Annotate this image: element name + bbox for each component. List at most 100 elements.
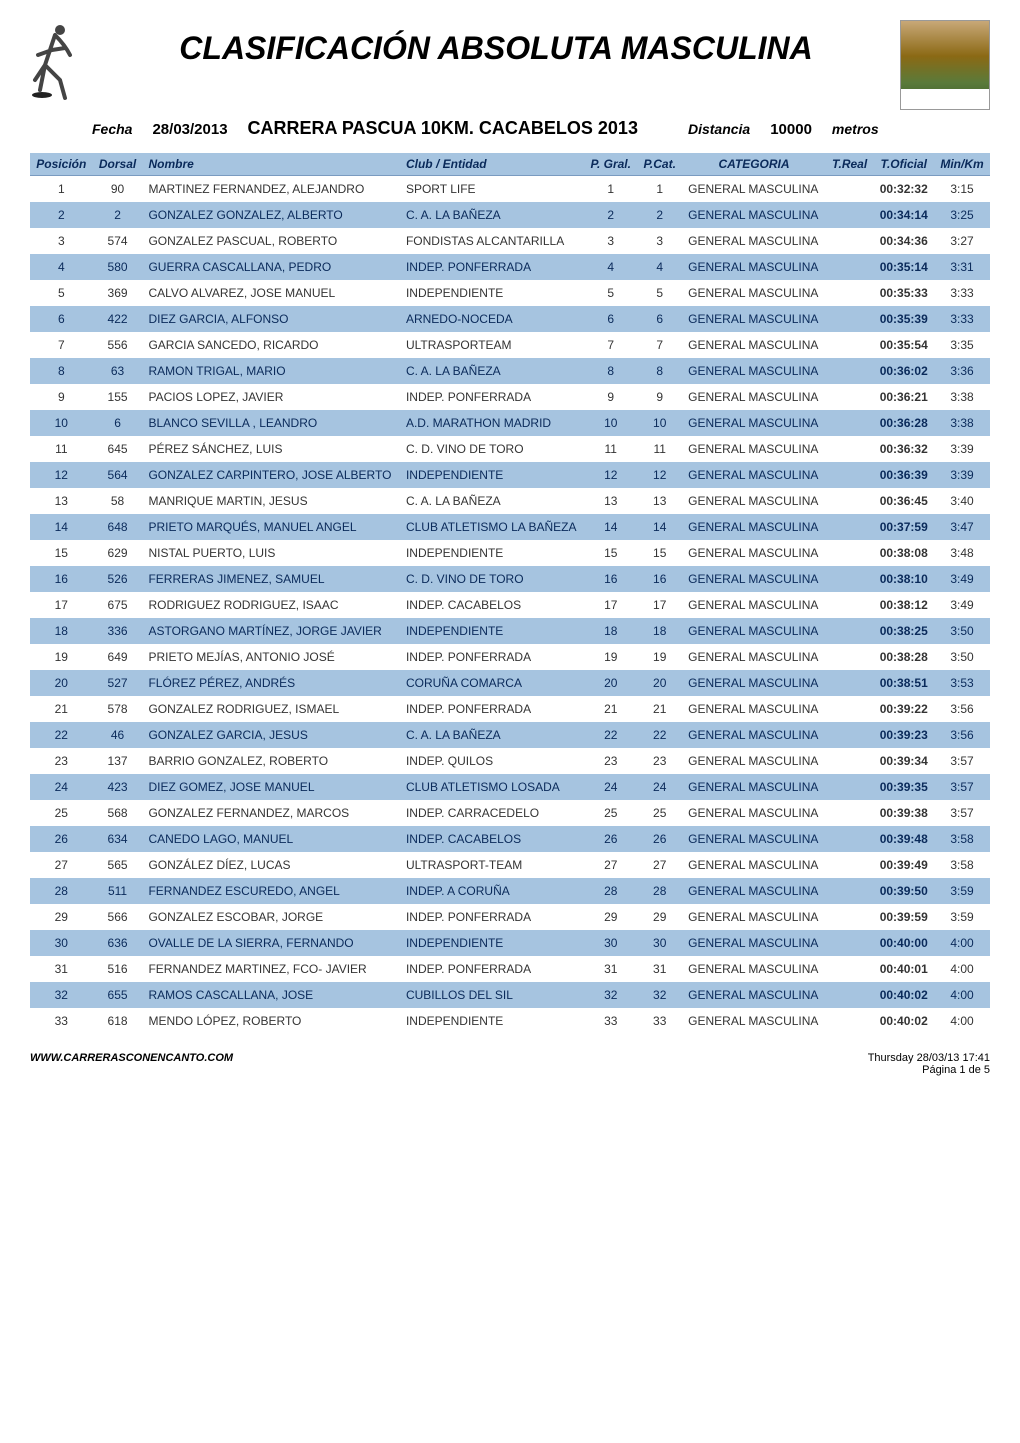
cell-mk: 3:49 xyxy=(934,566,990,592)
cell-mk: 3:15 xyxy=(934,176,990,203)
cell-tof: 00:38:12 xyxy=(873,592,934,618)
table-row: 6422DIEZ GARCIA, ALFONSOARNEDO-NOCEDA66G… xyxy=(30,306,990,332)
table-row: 863RAMON TRIGAL, MARIOC. A. LA BAÑEZA88G… xyxy=(30,358,990,384)
cell-tof: 00:34:36 xyxy=(873,228,934,254)
table-body: 190MARTINEZ FERNANDEZ, ALEJANDROSPORT LI… xyxy=(30,176,990,1035)
cell-club: ARNEDO-NOCEDA xyxy=(400,306,584,332)
footer-site: WWW.CARRERASCONENCANTO.COM xyxy=(30,1052,233,1076)
cell-pgral: 8 xyxy=(584,358,637,384)
cell-tof: 00:35:14 xyxy=(873,254,934,280)
table-row: 29566GONZALEZ ESCOBAR, JORGEINDEP. PONFE… xyxy=(30,904,990,930)
cell-nombre: NISTAL PUERTO, LUIS xyxy=(142,540,399,566)
cell-club: INDEPENDIENTE xyxy=(400,540,584,566)
cell-cat: GENERAL MASCULINA xyxy=(682,306,826,332)
cell-treal xyxy=(826,592,874,618)
cell-tof: 00:38:25 xyxy=(873,618,934,644)
cell-club: ULTRASPORT-TEAM xyxy=(400,852,584,878)
cell-mk: 3:58 xyxy=(934,852,990,878)
cell-dorsal: 6 xyxy=(93,410,143,436)
cell-cat: GENERAL MASCULINA xyxy=(682,228,826,254)
cell-pgral: 9 xyxy=(584,384,637,410)
cell-nombre: CANEDO LAGO, MANUEL xyxy=(142,826,399,852)
logo-left-runner xyxy=(30,20,80,100)
cell-pgral: 33 xyxy=(584,1008,637,1034)
cell-pos: 17 xyxy=(30,592,93,618)
table-row: 22GONZALEZ GONZALEZ, ALBERTOC. A. LA BAÑ… xyxy=(30,202,990,228)
cell-club: C. A. LA BAÑEZA xyxy=(400,488,584,514)
page-container: CLASIFICACIÓN ABSOLUTA MASCULINA Fecha 2… xyxy=(0,0,1020,1096)
cell-mk: 3:33 xyxy=(934,306,990,332)
cell-club: A.D. MARATHON MADRID xyxy=(400,410,584,436)
cell-pgral: 22 xyxy=(584,722,637,748)
cell-mk: 3:33 xyxy=(934,280,990,306)
cell-pcat: 5 xyxy=(637,280,682,306)
cell-tof: 00:39:34 xyxy=(873,748,934,774)
cell-dorsal: 629 xyxy=(93,540,143,566)
cell-club: INDEP. CACABELOS xyxy=(400,826,584,852)
cell-tof: 00:39:59 xyxy=(873,904,934,930)
cell-nombre: DIEZ GOMEZ, JOSE MANUEL xyxy=(142,774,399,800)
cell-mk: 3:56 xyxy=(934,722,990,748)
cell-mk: 3:35 xyxy=(934,332,990,358)
cell-dorsal: 2 xyxy=(93,202,143,228)
cell-dorsal: 46 xyxy=(93,722,143,748)
cell-treal xyxy=(826,462,874,488)
cell-nombre: BARRIO GONZALEZ, ROBERTO xyxy=(142,748,399,774)
cell-cat: GENERAL MASCULINA xyxy=(682,722,826,748)
cell-pgral: 32 xyxy=(584,982,637,1008)
cell-pos: 13 xyxy=(30,488,93,514)
cell-pos: 11 xyxy=(30,436,93,462)
cell-dorsal: 63 xyxy=(93,358,143,384)
cell-cat: GENERAL MASCULINA xyxy=(682,878,826,904)
table-row: 11645PÉREZ SÁNCHEZ, LUISC. D. VINO DE TO… xyxy=(30,436,990,462)
cell-pcat: 8 xyxy=(637,358,682,384)
cell-mk: 3:56 xyxy=(934,696,990,722)
cell-mk: 3:57 xyxy=(934,774,990,800)
cell-pcat: 7 xyxy=(637,332,682,358)
cell-pgral: 14 xyxy=(584,514,637,540)
cell-tof: 00:40:02 xyxy=(873,982,934,1008)
cell-treal xyxy=(826,514,874,540)
cell-tof: 00:39:23 xyxy=(873,722,934,748)
cell-cat: GENERAL MASCULINA xyxy=(682,514,826,540)
distancia-unit: metros xyxy=(832,121,879,137)
cell-club: INDEP. A CORUÑA xyxy=(400,878,584,904)
cell-tof: 00:38:28 xyxy=(873,644,934,670)
cell-cat: GENERAL MASCULINA xyxy=(682,930,826,956)
cell-tof: 00:39:48 xyxy=(873,826,934,852)
cell-pgral: 30 xyxy=(584,930,637,956)
cell-club: INDEP. CACABELOS xyxy=(400,592,584,618)
cell-club: INDEP. QUILOS xyxy=(400,748,584,774)
cell-nombre: GONZALEZ FERNANDEZ, MARCOS xyxy=(142,800,399,826)
table-row: 7556GARCIA SANCEDO, RICARDOULTRASPORTEAM… xyxy=(30,332,990,358)
cell-mk: 3:59 xyxy=(934,904,990,930)
cell-pos: 29 xyxy=(30,904,93,930)
cell-cat: GENERAL MASCULINA xyxy=(682,462,826,488)
cell-pgral: 15 xyxy=(584,540,637,566)
cell-tof: 00:39:49 xyxy=(873,852,934,878)
table-row: 2246GONZALEZ GARCIA, JESUSC. A. LA BAÑEZ… xyxy=(30,722,990,748)
cell-treal xyxy=(826,618,874,644)
cell-pos: 26 xyxy=(30,826,93,852)
col-treal: T.Real xyxy=(826,153,874,176)
cell-dorsal: 645 xyxy=(93,436,143,462)
cell-pos: 4 xyxy=(30,254,93,280)
cell-club: INDEP. PONFERRADA xyxy=(400,644,584,670)
cell-pgral: 19 xyxy=(584,644,637,670)
cell-dorsal: 580 xyxy=(93,254,143,280)
cell-cat: GENERAL MASCULINA xyxy=(682,826,826,852)
cell-cat: GENERAL MASCULINA xyxy=(682,176,826,203)
cell-dorsal: 369 xyxy=(93,280,143,306)
cell-nombre: GONZALEZ RODRIGUEZ, ISMAEL xyxy=(142,696,399,722)
cell-club: C. D. VINO DE TORO xyxy=(400,566,584,592)
cell-nombre: GARCIA SANCEDO, RICARDO xyxy=(142,332,399,358)
cell-tof: 00:39:50 xyxy=(873,878,934,904)
cell-club: C. D. VINO DE TORO xyxy=(400,436,584,462)
cell-pos: 2 xyxy=(30,202,93,228)
cell-nombre: FERNANDEZ ESCUREDO, ANGEL xyxy=(142,878,399,904)
cell-pgral: 29 xyxy=(584,904,637,930)
table-row: 1358MANRIQUE MARTIN, JESUSC. A. LA BAÑEZ… xyxy=(30,488,990,514)
table-row: 14648PRIETO MARQUÉS, MANUEL ANGELCLUB AT… xyxy=(30,514,990,540)
cell-nombre: RAMOS CASCALLANA, JOSE xyxy=(142,982,399,1008)
cell-club: FONDISTAS ALCANTARILLA xyxy=(400,228,584,254)
